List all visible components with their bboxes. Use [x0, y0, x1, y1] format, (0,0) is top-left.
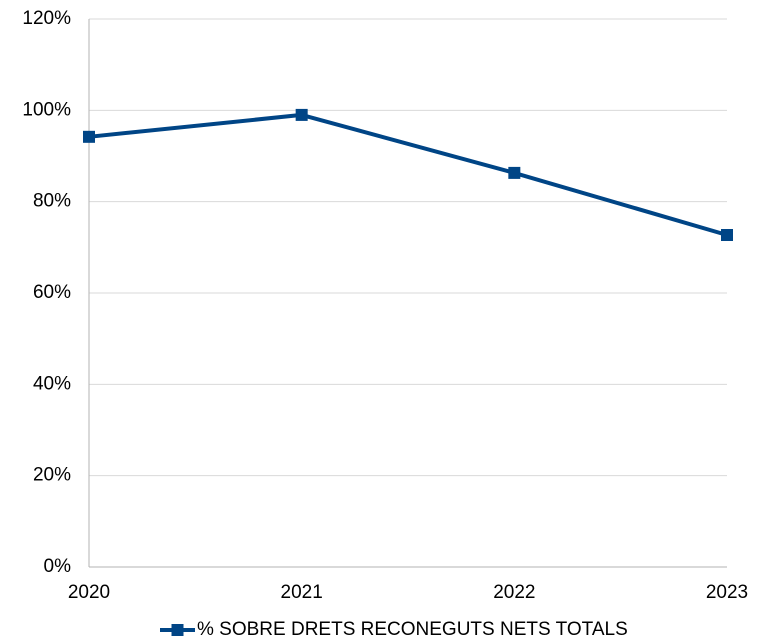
- legend-marker: [171, 624, 184, 636]
- series-marker: [83, 130, 95, 143]
- y-tick-label: 20%: [33, 465, 71, 486]
- series-marker: [721, 229, 733, 242]
- y-tick-label: 100%: [22, 99, 71, 120]
- series-marker: [508, 166, 521, 179]
- series-line: [88, 112, 728, 237]
- y-tick-label: 60%: [33, 282, 71, 303]
- x-tick-label: 2022: [493, 582, 535, 603]
- x-tick-label: 2020: [68, 582, 110, 603]
- x-tick-label: 2021: [281, 582, 323, 603]
- y-tick-label: 0%: [44, 556, 72, 577]
- y-tick-label: 40%: [33, 373, 71, 394]
- y-tick-label: 120%: [22, 8, 71, 29]
- legend-label: % SOBRE DRETS RECONEGUTS NETS TOTALS: [197, 619, 628, 640]
- series-marker: [295, 108, 308, 121]
- y-tick-label: 80%: [33, 191, 71, 212]
- x-tick-label: 2023: [706, 582, 748, 603]
